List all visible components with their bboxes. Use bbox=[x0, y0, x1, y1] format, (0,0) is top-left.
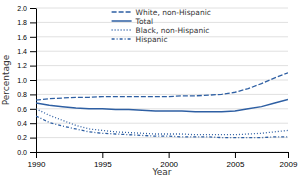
y-axis-line bbox=[36, 9, 37, 153]
grid-line bbox=[36, 51, 288, 52]
x-tick-mark bbox=[36, 152, 37, 158]
x-tick: 2005 bbox=[227, 152, 245, 169]
grid-line bbox=[36, 123, 288, 124]
y-tick: 0.6 bbox=[17, 106, 36, 113]
x-tick-mark bbox=[288, 152, 289, 158]
series-line bbox=[36, 99, 288, 111]
y-tick-mark bbox=[30, 51, 36, 52]
y-tick-mark bbox=[30, 94, 36, 95]
legend-label: Black, non-Hispanic bbox=[136, 26, 210, 35]
x-axis-title: Year bbox=[151, 167, 171, 177]
y-tick-mark bbox=[30, 109, 36, 110]
series-line bbox=[36, 109, 288, 135]
y-tick: 0.2 bbox=[17, 134, 36, 141]
legend-label: Total bbox=[135, 17, 154, 26]
grid-line bbox=[36, 65, 288, 66]
legend-item: White, non-Hispanic bbox=[112, 8, 211, 17]
y-tick-label: 1.8 bbox=[17, 19, 27, 26]
grid bbox=[36, 8, 288, 152]
series-line bbox=[36, 116, 288, 138]
y-tick-label: 1.0 bbox=[17, 77, 27, 84]
y-tick: 0.8 bbox=[17, 91, 36, 98]
y-tick: 1.0 bbox=[17, 77, 36, 84]
legend-item: Black, non-Hispanic bbox=[112, 26, 210, 35]
x-tick-label: 1995 bbox=[94, 160, 112, 169]
plot: 199019952000200520090.00.20.40.60.81.01.… bbox=[17, 5, 298, 169]
y-tick-mark bbox=[30, 8, 36, 9]
y-tick: 1.4 bbox=[17, 48, 36, 55]
lines bbox=[36, 73, 288, 138]
legend-swatch bbox=[112, 29, 132, 30]
y-tick-label: 1.6 bbox=[17, 34, 27, 41]
legend-swatch bbox=[112, 20, 132, 22]
series-line bbox=[36, 73, 288, 100]
y-tick-mark bbox=[30, 123, 36, 124]
y-axis: 0.0 0.2 0.4 0.6 0.8 1.0 1.2 1.4 1.6 1.8 2.0 bbox=[17, 5, 36, 156]
y-tick: 2.0 bbox=[17, 5, 36, 12]
y-tick: 1.6 bbox=[17, 34, 36, 41]
legend: White, non-HispanicTotalBlack, non-Hispa… bbox=[112, 8, 211, 44]
x-tick-mark bbox=[235, 152, 236, 158]
x-tick-mark bbox=[169, 152, 170, 158]
y-tick-label: 0.8 bbox=[17, 91, 27, 98]
legend-swatch bbox=[112, 11, 132, 12]
x-tick-label: 2009 bbox=[280, 160, 298, 169]
grid-line bbox=[36, 22, 288, 23]
x-tick: 1990 bbox=[28, 152, 46, 169]
x-tick-label: 2005 bbox=[227, 160, 245, 169]
legend-label: White, non-Hispanic bbox=[136, 8, 211, 17]
y-tick: 1.8 bbox=[17, 19, 36, 26]
y-tick-label: 0.0 bbox=[17, 149, 27, 156]
grid-line bbox=[36, 94, 288, 95]
y-tick: 1.2 bbox=[17, 62, 36, 69]
grid-line bbox=[36, 80, 288, 81]
grid-line bbox=[36, 152, 288, 153]
y-tick: 0.0 bbox=[17, 149, 36, 156]
x-tick-label: 1990 bbox=[28, 160, 46, 169]
chart: 199019952000200520090.00.20.40.60.81.01.… bbox=[0, 0, 300, 178]
y-tick-label: 1.2 bbox=[17, 62, 27, 69]
x-tick: 2009 bbox=[280, 152, 298, 169]
y-tick-label: 0.6 bbox=[17, 106, 27, 113]
legend-item: Hispanic bbox=[112, 35, 168, 44]
y-tick-label: 1.4 bbox=[17, 48, 27, 55]
y-tick-label: 2.0 bbox=[17, 5, 27, 12]
legend-swatch bbox=[112, 38, 132, 39]
y-tick-label: 0.4 bbox=[17, 120, 27, 127]
y-tick-mark bbox=[30, 22, 36, 23]
y-axis-title: Percentage bbox=[1, 54, 11, 105]
y-tick-mark bbox=[30, 80, 36, 81]
y-tick-label: 0.2 bbox=[17, 134, 27, 141]
y-tick-mark bbox=[30, 37, 36, 38]
x-axis-line bbox=[37, 152, 289, 153]
legend-item: Total bbox=[112, 17, 154, 26]
y-tick-mark bbox=[30, 138, 36, 139]
y-tick-mark bbox=[30, 152, 36, 153]
legend-label: Hispanic bbox=[136, 35, 168, 44]
y-tick: 0.4 bbox=[17, 120, 36, 127]
y-tick-mark bbox=[30, 66, 36, 67]
x-tick: 1995 bbox=[94, 152, 112, 169]
x-tick-mark bbox=[102, 152, 103, 158]
